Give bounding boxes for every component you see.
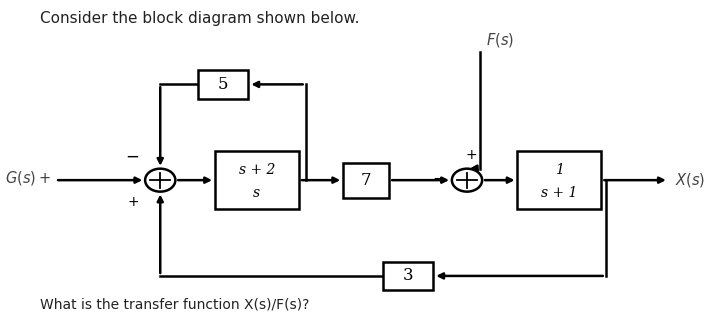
Text: $G(s)+$: $G(s)+$ (5, 169, 51, 187)
Text: Consider the block diagram shown below.: Consider the block diagram shown below. (40, 11, 360, 26)
Text: −: − (125, 147, 140, 166)
Bar (518, 151, 602, 209)
Bar (198, 70, 248, 99)
Text: 7: 7 (361, 172, 372, 189)
Text: 1: 1 (555, 163, 564, 177)
Bar (343, 163, 389, 198)
Text: 5: 5 (218, 76, 229, 93)
Text: −: − (432, 169, 446, 187)
Circle shape (452, 169, 482, 192)
Text: +: + (127, 195, 140, 209)
Text: 3: 3 (403, 267, 414, 284)
Text: s: s (253, 186, 261, 200)
Text: What is the transfer function X(s)/F(s)?: What is the transfer function X(s)/F(s)? (40, 297, 310, 311)
Text: s + 1: s + 1 (541, 186, 577, 200)
Text: $F(s)$: $F(s)$ (486, 31, 515, 49)
Bar (383, 261, 434, 290)
Text: s + 2: s + 2 (239, 163, 275, 177)
Text: +: + (466, 148, 477, 162)
Bar (215, 151, 299, 209)
Text: $X(s)$: $X(s)$ (676, 171, 706, 189)
Circle shape (145, 169, 175, 192)
